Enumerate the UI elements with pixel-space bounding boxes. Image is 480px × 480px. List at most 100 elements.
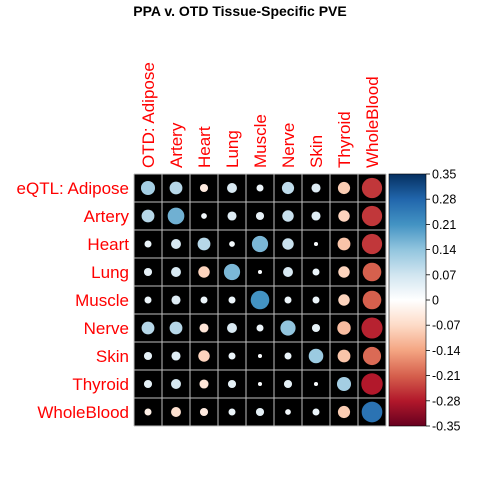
correlation-circle — [362, 346, 382, 366]
correlation-circle — [361, 177, 383, 199]
correlation-circle — [198, 350, 210, 362]
colorbar-tick-label: 0.14 — [432, 243, 456, 257]
colorbar-tick-label: -0.07 — [432, 319, 461, 333]
correlation-circle — [361, 373, 383, 395]
colorbar-tick-label: 0.07 — [432, 268, 456, 282]
correlation-circle — [199, 323, 209, 333]
correlation-circle — [198, 266, 210, 278]
correlation-circle — [338, 266, 350, 278]
correlation-circle — [228, 408, 236, 416]
correlation-circle — [140, 180, 156, 196]
correlation-circle — [255, 211, 265, 221]
correlation-circle — [338, 294, 350, 306]
correlation-circle — [361, 317, 383, 339]
correlation-circle — [143, 351, 153, 361]
correlation-circle — [228, 296, 236, 304]
correlation-circle — [227, 323, 237, 333]
correlation-circle — [201, 213, 207, 219]
correlation-circle — [228, 352, 236, 360]
correlation-circle — [229, 241, 235, 247]
correlation-circle — [144, 296, 152, 304]
correlation-circle — [283, 379, 293, 389]
colorbar-tick-label: -0.35 — [432, 420, 461, 434]
correlation-circle — [171, 267, 181, 277]
correlation-circle — [361, 401, 383, 423]
row-label: Lung — [91, 263, 129, 282]
colorbar-tick-label: 0.21 — [432, 218, 456, 232]
colorbar-gradient — [388, 173, 427, 427]
colorbar-tick-label: -0.28 — [432, 394, 461, 408]
correlation-circle — [199, 407, 209, 417]
row-label: Thyroid — [72, 375, 129, 394]
row-label: Nerve — [84, 319, 129, 338]
correlation-circle — [143, 267, 153, 277]
colorbar-tick-label: 0.28 — [432, 193, 456, 207]
column-label: Artery — [167, 122, 186, 168]
correlation-circle — [255, 407, 265, 417]
correlation-circle — [171, 295, 181, 305]
correlation-circle — [167, 207, 185, 225]
correlation-circle — [312, 296, 320, 304]
matrix-grid — [133, 173, 387, 427]
correlation-circle — [311, 183, 321, 193]
column-label: Heart — [195, 126, 214, 168]
correlation-circle — [171, 239, 181, 249]
correlation-circle — [199, 379, 209, 389]
correlation-circle — [338, 210, 350, 222]
column-label: Nerve — [279, 123, 298, 168]
correlation-circle — [337, 237, 351, 251]
row-label: eQTL: Adipose — [17, 179, 129, 198]
correlation-circle — [337, 405, 351, 419]
chart-title: PPA v. OTD Tissue-Specific PVE — [133, 3, 346, 19]
correlation-circle — [311, 211, 321, 221]
correlation-circle — [362, 290, 382, 310]
correlation-circle — [337, 181, 351, 195]
row-label: Heart — [87, 235, 129, 254]
colorbar-legend: 0.35 0.28 0.21 0.14 0.07 0 -0.07 -0.14 -0.21 -0.2… — [388, 168, 461, 434]
correlation-circle — [227, 211, 237, 221]
correlation-circle — [361, 205, 383, 227]
column-label: OTD: Adipose — [139, 62, 158, 168]
correlation-circle — [199, 183, 209, 193]
correlation-circle — [171, 379, 181, 389]
correlation-circle — [280, 320, 296, 336]
colorbar-tick-label: -0.14 — [432, 344, 461, 358]
row-label: Muscle — [75, 291, 129, 310]
row-label: WholeBlood — [37, 403, 129, 422]
correlation-circle — [313, 241, 319, 247]
column-label: Thyroid — [335, 111, 354, 168]
correlation-circle — [285, 409, 291, 415]
correlation-circle — [336, 376, 352, 392]
correlation-circle — [308, 348, 324, 364]
column-label: Lung — [223, 130, 242, 168]
correlation-circle — [256, 184, 264, 192]
correlation-circle — [257, 269, 263, 275]
correlation-circle — [284, 352, 292, 360]
correlation-circle — [361, 233, 383, 255]
correlation-circle — [200, 296, 208, 304]
correlation-circle — [257, 353, 263, 359]
correlation-circle — [169, 181, 183, 195]
correlation-circle — [362, 262, 382, 282]
column-label: Skin — [307, 135, 326, 168]
correlation-circle — [197, 237, 211, 251]
correlation-circle — [169, 321, 183, 335]
correlation-circle — [313, 381, 319, 387]
correlation-circle — [312, 408, 320, 416]
row-label: Artery — [84, 207, 130, 226]
correlation-circle — [144, 408, 152, 416]
correlation-circle — [144, 240, 152, 248]
column-labels: OTD: Adipose Artery Heart Lung Muscle Nerve Sk… — [139, 62, 382, 168]
correlation-circle — [171, 351, 181, 361]
correlation-circle — [223, 263, 241, 281]
colorbar-tick-label: 0 — [432, 294, 439, 308]
correlation-circle — [251, 235, 269, 253]
row-label: Skin — [96, 347, 129, 366]
colorbar-tick-label: 0.35 — [432, 168, 456, 182]
correlation-circle — [143, 379, 153, 389]
correlation-circle — [283, 267, 293, 277]
correlation-circle — [311, 323, 321, 333]
correlation-circle — [227, 183, 237, 193]
